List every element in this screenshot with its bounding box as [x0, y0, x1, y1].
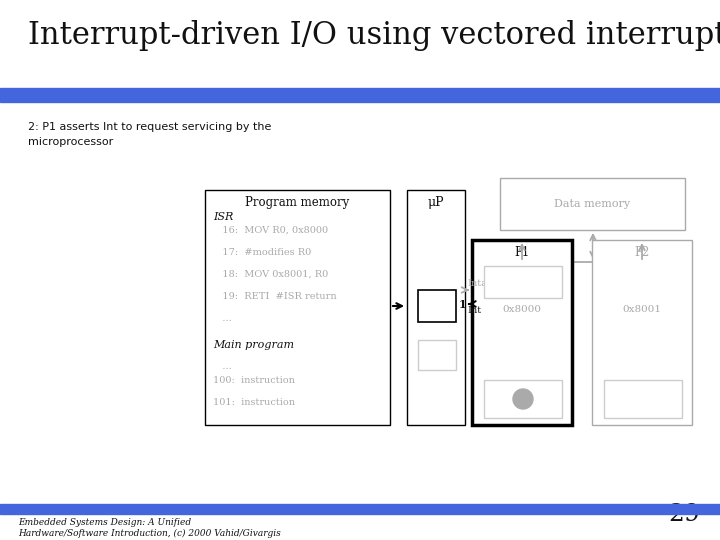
- Bar: [0, 504, 720, 514]
- Text: Main program: Main program: [213, 340, 294, 350]
- Bar: [418, 290, 456, 322]
- Text: 0x8000: 0x8000: [503, 306, 541, 314]
- Text: 0x8001: 0x8001: [623, 306, 662, 314]
- Bar: [500, 178, 685, 230]
- Bar: [604, 380, 682, 418]
- Text: Inta: Inta: [467, 279, 487, 288]
- Text: Embedded Systems Design: A Unified
Hardware/Software Introduction, (c) 2000 Vahi: Embedded Systems Design: A Unified Hardw…: [18, 518, 281, 537]
- Text: 100:  instruction: 100: instruction: [213, 376, 295, 385]
- Text: Program memory: Program memory: [246, 196, 350, 209]
- Text: PC: PC: [428, 300, 446, 312]
- Text: Int: Int: [467, 306, 481, 315]
- Text: 17:  #modifies R0: 17: #modifies R0: [213, 248, 311, 257]
- Text: 1: 1: [458, 299, 466, 309]
- Text: μP: μP: [428, 196, 444, 209]
- Text: ...: ...: [213, 362, 232, 371]
- Bar: [205, 190, 390, 425]
- Text: ...: ...: [213, 314, 232, 323]
- Bar: [418, 340, 456, 370]
- Circle shape: [513, 389, 533, 409]
- Text: P2: P2: [634, 246, 649, 259]
- Text: ISR: ISR: [213, 212, 233, 222]
- Text: 100: 100: [426, 350, 448, 360]
- Text: Data memory: Data memory: [554, 199, 631, 209]
- Text: 16: 16: [516, 277, 530, 287]
- Text: 29: 29: [668, 503, 700, 526]
- Text: 101:  instruction: 101: instruction: [213, 398, 295, 407]
- Bar: [592, 240, 692, 425]
- Bar: [484, 266, 562, 298]
- Text: 16:  MOV R0, 0x8000: 16: MOV R0, 0x8000: [213, 226, 328, 235]
- Bar: [484, 380, 562, 418]
- Text: System bus: System bus: [624, 254, 685, 263]
- Bar: [0, 88, 720, 102]
- Text: Interrupt-driven I/O using vectored interrupt: Interrupt-driven I/O using vectored inte…: [28, 20, 720, 51]
- Text: 19:  RETI  #ISR return: 19: RETI #ISR return: [213, 292, 337, 301]
- Text: 18:  MOV 0x8001, R0: 18: MOV 0x8001, R0: [213, 270, 328, 279]
- Bar: [407, 190, 465, 425]
- Text: 2: P1 asserts Int to request servicing by the
microprocessor: 2: P1 asserts Int to request servicing b…: [28, 122, 271, 147]
- Bar: [472, 240, 572, 425]
- Text: P1: P1: [514, 246, 530, 259]
